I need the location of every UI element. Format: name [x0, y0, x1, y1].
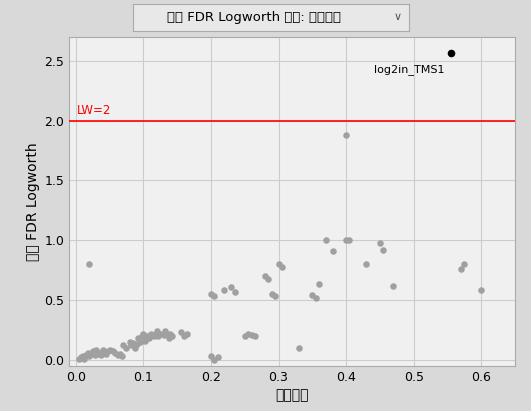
Point: [117, 353, 126, 360]
Point: [144, 335, 153, 342]
Point: [207, 291, 215, 297]
Y-axis label: 稳健 FDR Logworth: 稳健 FDR Logworth: [26, 142, 40, 261]
Point: [322, 237, 330, 244]
Point: [100, 349, 108, 356]
Point: [227, 284, 235, 290]
Point: [154, 332, 162, 339]
Point: [247, 331, 256, 338]
Text: 稳健 FDR Logworth 依据: 效应大小: 稳健 FDR Logworth 依据: 效应大小: [167, 11, 341, 24]
Point: [75, 356, 83, 362]
Text: ∨: ∨: [394, 12, 402, 23]
Point: [168, 332, 177, 339]
Point: [87, 351, 95, 357]
Point: [132, 341, 141, 348]
Point: [156, 330, 165, 337]
Point: [308, 292, 316, 298]
Point: [146, 332, 155, 339]
Point: [95, 349, 104, 356]
Point: [251, 332, 259, 339]
Point: [80, 356, 88, 362]
Point: [105, 347, 114, 353]
Point: [342, 237, 350, 244]
Point: [264, 275, 272, 282]
Point: [85, 261, 93, 268]
Point: [213, 354, 222, 361]
Point: [210, 293, 219, 300]
Point: [78, 353, 87, 360]
Point: [477, 287, 485, 294]
Point: [457, 266, 465, 272]
Point: [142, 332, 151, 339]
Point: [268, 291, 276, 297]
Point: [460, 261, 469, 268]
Point: [163, 330, 172, 337]
Point: [179, 332, 188, 339]
Point: [315, 281, 323, 288]
Point: [111, 349, 119, 356]
Point: [109, 348, 117, 355]
Point: [278, 263, 286, 270]
Point: [138, 332, 146, 339]
Point: [134, 335, 142, 342]
Point: [166, 330, 175, 337]
Point: [207, 353, 215, 360]
Point: [220, 287, 229, 294]
Point: [119, 342, 127, 349]
Point: [241, 332, 249, 339]
Point: [92, 347, 100, 353]
Point: [114, 352, 122, 358]
Point: [447, 49, 455, 56]
Point: [147, 330, 156, 337]
Point: [82, 352, 90, 358]
Point: [295, 344, 303, 351]
Point: [271, 293, 279, 300]
Point: [161, 328, 169, 335]
Point: [141, 337, 150, 344]
Point: [84, 349, 92, 356]
Point: [90, 352, 99, 358]
Point: [379, 247, 388, 253]
Point: [104, 348, 113, 355]
Point: [136, 339, 144, 345]
Point: [389, 282, 398, 289]
Point: [115, 351, 124, 357]
Point: [165, 335, 173, 342]
Point: [89, 348, 97, 355]
X-axis label: 效应大小: 效应大小: [275, 388, 309, 402]
Point: [122, 344, 131, 351]
Point: [131, 344, 140, 351]
Point: [93, 351, 101, 357]
Point: [261, 273, 269, 279]
Point: [126, 339, 134, 345]
Point: [99, 347, 107, 353]
Point: [77, 354, 85, 361]
Text: log2in_TMS1: log2in_TMS1: [374, 65, 444, 75]
Point: [159, 331, 168, 338]
Point: [85, 353, 93, 360]
Point: [152, 328, 161, 335]
Point: [328, 248, 337, 254]
Point: [183, 330, 192, 337]
Point: [375, 239, 384, 246]
Point: [176, 329, 185, 336]
Point: [139, 330, 148, 337]
Point: [151, 330, 160, 337]
Point: [342, 132, 350, 139]
Point: [312, 294, 320, 301]
Point: [230, 289, 239, 295]
Point: [129, 340, 138, 346]
Point: [102, 351, 110, 357]
Point: [97, 352, 106, 358]
Point: [127, 342, 135, 349]
Point: [149, 332, 158, 339]
Point: [275, 261, 283, 268]
Point: [362, 261, 371, 268]
Point: [210, 356, 219, 363]
Text: LW=2: LW=2: [77, 104, 112, 117]
Point: [345, 237, 354, 244]
Point: [244, 330, 252, 337]
